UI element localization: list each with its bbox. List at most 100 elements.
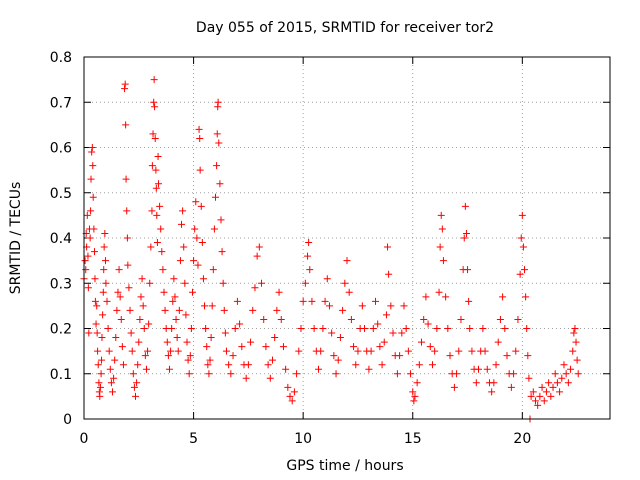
data-point bbox=[308, 297, 316, 305]
data-point bbox=[159, 266, 167, 274]
data-point bbox=[112, 334, 120, 342]
data-point bbox=[325, 302, 333, 310]
data-point bbox=[402, 325, 410, 332]
data-point bbox=[290, 388, 298, 396]
data-point bbox=[315, 365, 323, 373]
data-point bbox=[153, 211, 161, 219]
data-point bbox=[420, 315, 428, 323]
x-tick-label: 15 bbox=[404, 431, 422, 447]
data-point bbox=[503, 352, 511, 360]
data-point bbox=[148, 207, 156, 215]
data-point bbox=[236, 320, 244, 328]
data-point bbox=[264, 361, 272, 369]
data-point bbox=[262, 343, 270, 351]
x-axis-label: GPS time / hours bbox=[286, 458, 403, 474]
data-point bbox=[152, 184, 160, 192]
data-point bbox=[122, 121, 130, 129]
data-point bbox=[488, 388, 496, 396]
data-point bbox=[282, 365, 290, 373]
data-point bbox=[185, 370, 193, 378]
data-point bbox=[481, 347, 489, 355]
data-point bbox=[426, 343, 434, 351]
data-point bbox=[137, 293, 145, 301]
data-point bbox=[418, 338, 426, 346]
data-point bbox=[164, 352, 172, 360]
data-point bbox=[556, 388, 564, 396]
y-tick-label: 0.7 bbox=[50, 95, 72, 111]
data-point bbox=[227, 370, 235, 378]
data-point bbox=[155, 180, 163, 188]
data-point bbox=[233, 297, 241, 305]
data-point bbox=[108, 388, 116, 396]
data-point bbox=[175, 306, 183, 314]
data-point bbox=[84, 252, 92, 260]
data-point bbox=[82, 266, 90, 274]
data-point bbox=[438, 225, 446, 233]
data-point bbox=[244, 361, 252, 369]
data-point bbox=[212, 193, 219, 201]
data-point bbox=[415, 361, 423, 369]
data-point bbox=[213, 130, 221, 138]
data-point bbox=[90, 225, 98, 233]
data-point bbox=[180, 243, 188, 251]
data-point bbox=[253, 252, 261, 260]
data-point bbox=[151, 134, 159, 142]
data-point bbox=[172, 315, 180, 323]
data-point bbox=[196, 134, 204, 142]
data-point bbox=[88, 144, 96, 151]
data-point bbox=[111, 356, 119, 364]
data-point bbox=[121, 85, 129, 93]
data-point bbox=[572, 338, 580, 346]
data-point bbox=[295, 347, 303, 355]
x-tick-label: 0 bbox=[80, 431, 89, 447]
data-point bbox=[461, 202, 469, 210]
data-point bbox=[115, 266, 123, 274]
x-tick-label: 5 bbox=[189, 431, 198, 447]
data-point bbox=[571, 325, 579, 332]
data-point bbox=[225, 361, 233, 369]
data-point bbox=[536, 392, 544, 400]
data-point bbox=[107, 379, 115, 387]
data-point bbox=[389, 329, 397, 337]
data-point bbox=[569, 347, 577, 355]
data-point bbox=[483, 365, 491, 373]
y-tick-label: 0.3 bbox=[50, 276, 72, 292]
data-point bbox=[551, 370, 559, 378]
data-point bbox=[113, 306, 121, 314]
data-point bbox=[136, 315, 144, 323]
data-point bbox=[215, 139, 223, 147]
data-point bbox=[170, 275, 178, 283]
data-point bbox=[176, 257, 184, 265]
data-point bbox=[523, 325, 531, 332]
data-point bbox=[81, 257, 89, 265]
data-point bbox=[507, 383, 515, 391]
data-point bbox=[187, 325, 195, 332]
data-point bbox=[367, 347, 375, 355]
data-point bbox=[140, 325, 148, 332]
data-point bbox=[410, 397, 418, 405]
data-point bbox=[472, 379, 480, 387]
data-point bbox=[124, 261, 132, 269]
data-point bbox=[352, 361, 360, 369]
data-point bbox=[95, 379, 103, 387]
data-point bbox=[101, 229, 109, 237]
data-point bbox=[201, 302, 209, 310]
data-point bbox=[466, 325, 474, 332]
data-point bbox=[437, 211, 445, 219]
data-point bbox=[153, 239, 161, 247]
data-point bbox=[407, 370, 415, 378]
data-point bbox=[382, 311, 390, 319]
data-point bbox=[323, 275, 331, 283]
data-point bbox=[122, 175, 130, 183]
data-point bbox=[286, 392, 294, 400]
data-point bbox=[531, 397, 539, 405]
data-point bbox=[144, 347, 152, 355]
data-point bbox=[468, 347, 476, 355]
data-point bbox=[91, 248, 99, 256]
data-point bbox=[88, 148, 96, 156]
data-point bbox=[167, 347, 175, 355]
data-point bbox=[94, 361, 102, 369]
data-point bbox=[216, 180, 224, 188]
data-point bbox=[184, 356, 192, 364]
data-point bbox=[341, 279, 349, 287]
